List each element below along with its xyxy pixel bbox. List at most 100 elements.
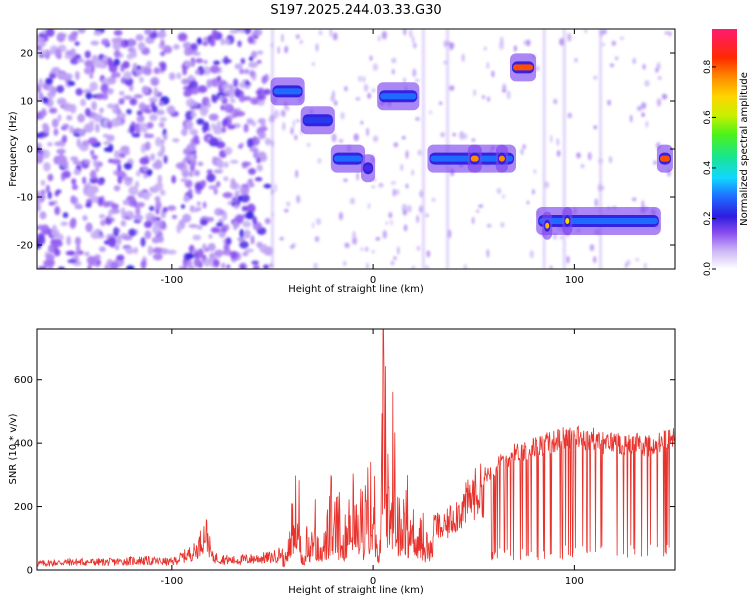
heatmap-cell <box>277 46 280 55</box>
top-y-tick-label: 20 <box>20 49 33 60</box>
heatmap-cell <box>128 84 134 92</box>
heatmap-cell <box>70 57 79 65</box>
top-y-tick-label: -10 <box>17 193 33 204</box>
heatmap-cell <box>125 247 135 255</box>
heatmap-cell <box>234 63 243 70</box>
heatmap-cell <box>360 247 364 252</box>
heatmap-cell <box>50 228 60 238</box>
heatmap-cell <box>120 207 126 217</box>
heatmap-cell <box>153 247 162 253</box>
heatmap-cell <box>185 98 196 108</box>
heatmap-streak <box>599 29 603 269</box>
colorbar-tick-label: 0.8 <box>703 59 713 74</box>
heatmap-cell <box>227 124 236 130</box>
heatmap-cell <box>139 157 149 165</box>
heatmap-cell <box>371 88 376 93</box>
heatmap-cell <box>111 158 122 165</box>
heatmap-cell <box>452 132 456 137</box>
heatmap-cell <box>48 201 55 206</box>
heatmap-cell <box>133 200 138 208</box>
heatmap-cell <box>208 113 219 121</box>
heatmap-cell <box>249 56 254 62</box>
heatmap-cell <box>153 87 159 97</box>
heatmap-cell <box>181 128 188 137</box>
heatmap-cell <box>382 230 388 239</box>
heatmap-cell <box>378 183 384 188</box>
heatmap-cell <box>85 222 93 233</box>
heatmap-cell <box>52 243 57 251</box>
heatmap-cell <box>180 204 186 209</box>
heatmap-cell <box>414 78 420 83</box>
heatmap-cell <box>608 156 613 164</box>
heatmap-cell <box>216 75 222 82</box>
heatmap-track-core <box>539 218 658 224</box>
heatmap-cell <box>83 183 90 191</box>
heatmap-cell <box>403 29 407 36</box>
heatmap-cell <box>185 252 195 260</box>
heatmap-cell <box>471 138 476 142</box>
heatmap-cell <box>37 114 42 120</box>
heatmap-cell <box>250 50 258 59</box>
heatmap-cell <box>184 60 190 68</box>
heatmap-cell <box>84 59 94 68</box>
heatmap-cell <box>289 245 295 249</box>
heatmap-cell <box>200 179 207 188</box>
heatmap-cell <box>632 57 636 65</box>
heatmap-cell <box>292 119 296 128</box>
heatmap-cell <box>160 61 167 72</box>
heatmap-cell <box>136 110 143 116</box>
snr-frame <box>36 328 676 571</box>
heatmap-cell <box>234 87 241 98</box>
heatmap-cell <box>123 71 132 80</box>
heatmap-cell <box>43 259 51 268</box>
heatmap-cell <box>614 56 619 61</box>
heatmap-cell <box>642 63 646 70</box>
heatmap-cell <box>656 62 661 70</box>
snr-panel: -100 0 100 0 200 400 600 Height of straight l… <box>8 328 676 596</box>
colorbar-tick-label: 0.2 <box>703 211 713 225</box>
heatmap-cell <box>120 145 130 152</box>
heatmap-cell <box>329 29 333 38</box>
heatmap-cell <box>99 107 104 114</box>
heatmap-cell <box>559 236 564 240</box>
heatmap-cell <box>47 142 53 147</box>
heatmap-cell <box>90 40 100 46</box>
heatmap-cell <box>173 44 180 50</box>
heatmap-cell <box>237 144 244 149</box>
heatmap-cell <box>189 153 196 162</box>
heatmap-cell <box>318 30 323 36</box>
heatmap-cell <box>51 67 61 74</box>
heatmap-cell <box>580 163 585 169</box>
heatmap-cell <box>223 55 229 65</box>
heatmap-cell <box>239 29 246 34</box>
heatmap-cell <box>95 166 100 173</box>
heatmap-cell <box>463 263 467 269</box>
heatmap-cell <box>212 125 223 135</box>
heatmap-cell <box>184 47 193 56</box>
heatmap-cell <box>411 265 416 269</box>
heatmap-cell <box>411 35 415 44</box>
heatmap-cell <box>103 140 111 146</box>
heatmap-cell <box>257 94 265 101</box>
heatmap-cell <box>213 169 224 174</box>
heatmap-cell <box>629 114 633 123</box>
heatmap-cell <box>225 38 231 46</box>
heatmap-cell <box>366 262 369 269</box>
heatmap-cell <box>107 209 113 219</box>
heatmap-cell <box>403 224 408 232</box>
heatmap-cell <box>315 43 319 52</box>
heatmap-cell <box>160 39 165 47</box>
heatmap-cell <box>82 176 87 185</box>
heatmap-cell <box>132 62 138 73</box>
heatmap-cell <box>566 255 570 264</box>
heatmap-cell <box>483 46 487 51</box>
heatmap-cell <box>363 83 369 92</box>
heatmap-cell <box>187 188 193 196</box>
heatmap-cell <box>636 105 643 112</box>
heatmap-streak <box>562 29 566 269</box>
heatmap-cell <box>112 71 121 78</box>
heatmap-cell <box>229 250 238 260</box>
heatmap-cell <box>390 219 393 226</box>
heatmap-cell <box>641 112 645 117</box>
